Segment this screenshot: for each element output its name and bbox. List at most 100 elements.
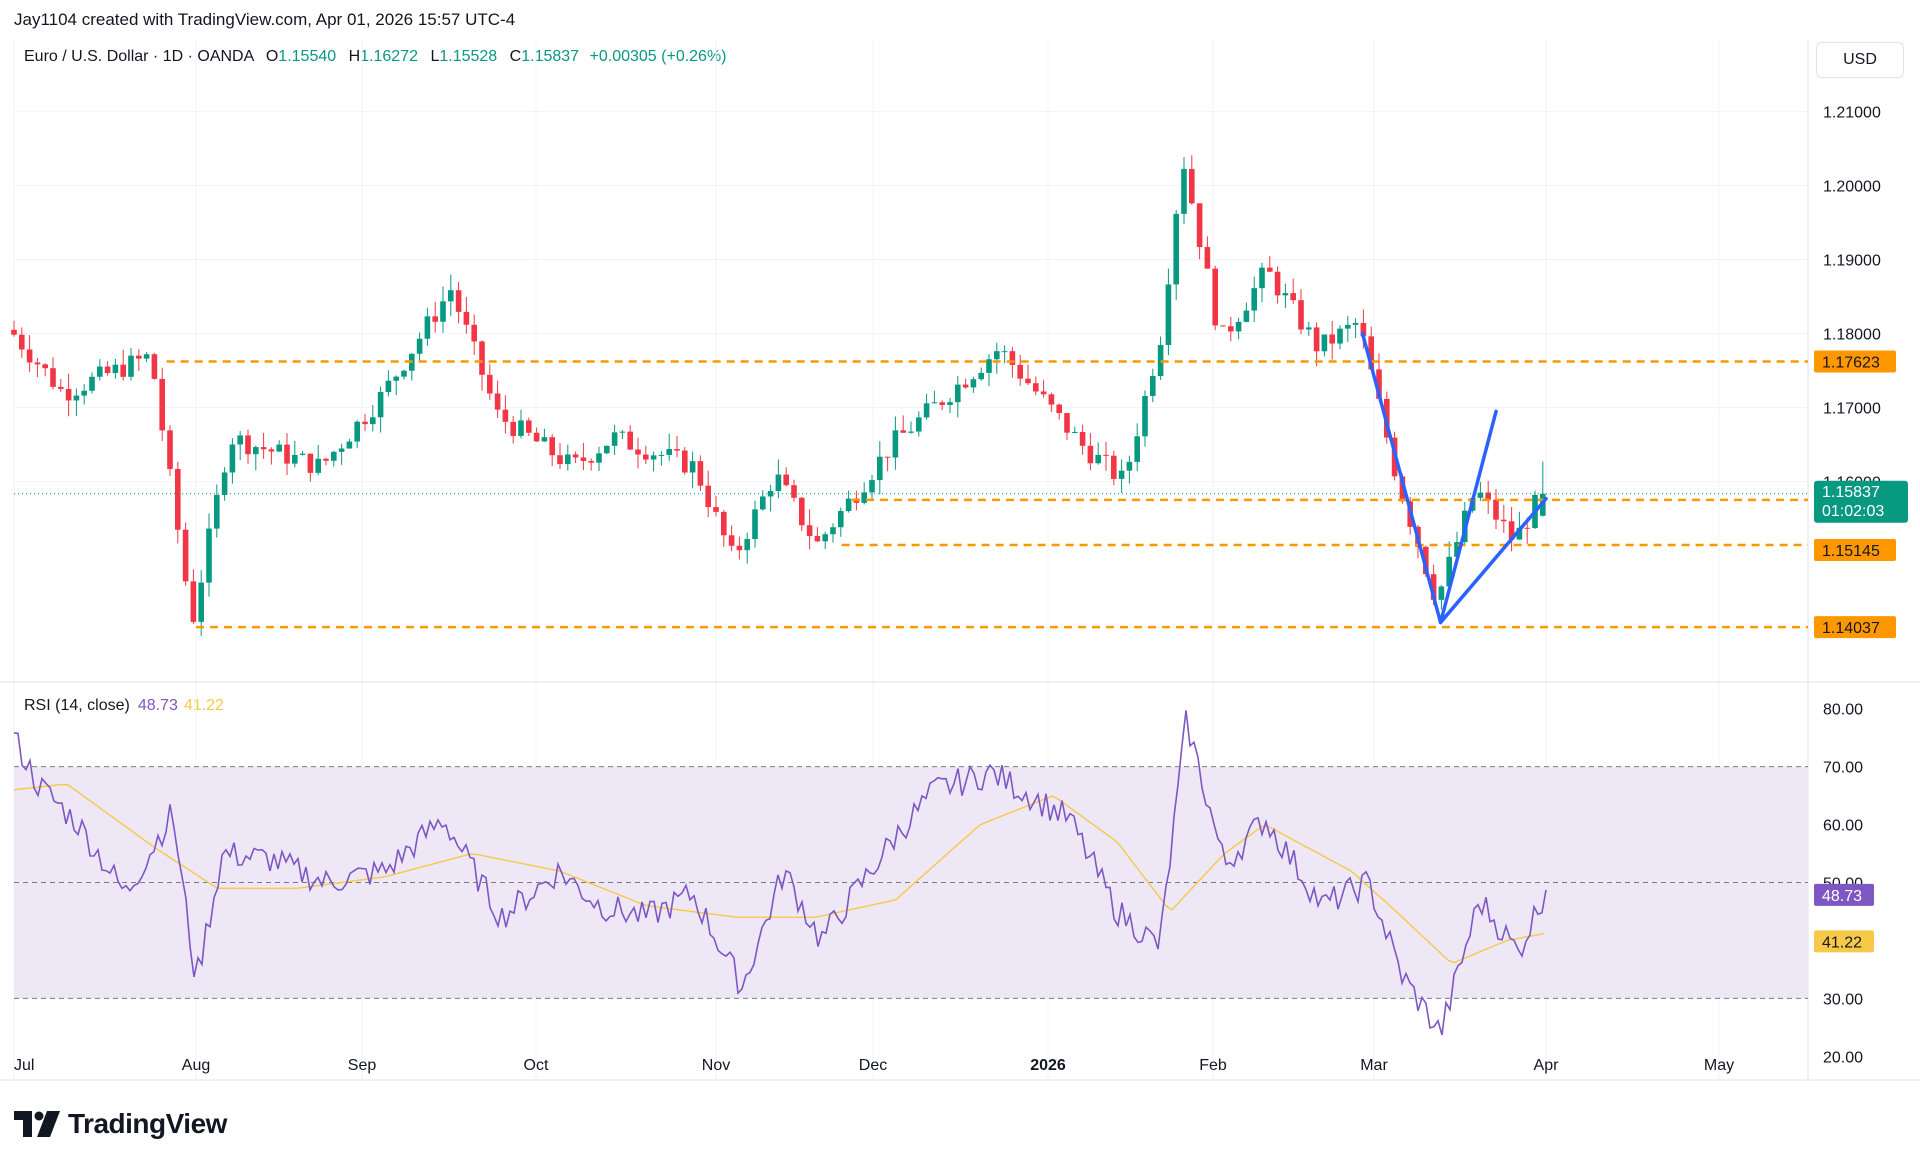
candle-body [775,474,782,492]
candle-body [81,390,87,396]
candle-body [299,453,306,455]
candle [292,440,298,468]
candle-body [1064,413,1070,433]
candle [947,397,953,414]
candle [1126,455,1133,484]
candle-body [643,454,649,460]
candle-body [42,364,48,369]
candle [463,296,470,334]
candle-body [1430,574,1437,600]
candle [440,286,446,333]
candle-body [58,386,64,389]
high-value: 1.16272 [360,48,418,65]
candle [1243,302,1250,323]
currency-button[interactable]: USD [1816,42,1904,78]
rsi-ma-line [13,783,1545,964]
candle [276,440,282,452]
candle-body [1251,288,1257,311]
price-level-label-text: 1.15145 [1822,543,1880,560]
candle [1033,376,1039,396]
candle [1290,278,1296,304]
candle [11,320,17,337]
candle [806,509,813,550]
candle-body [1321,334,1328,352]
time-axis-label-1: Aug [182,1057,210,1074]
candle-body [892,430,899,458]
candle [1259,262,1265,303]
candle [1150,368,1156,403]
candle-body [994,351,1000,360]
candle [970,376,977,393]
rsi-legend: RSI (14, close) 48.73 41.22 [24,697,224,715]
candle [58,378,64,392]
candle-body [1072,432,1078,434]
candle-body [1111,455,1117,479]
candle [1025,364,1031,385]
candle-body [401,370,407,377]
candle-body [721,511,727,536]
candle-body [713,507,719,512]
candle-body [120,364,126,377]
candle-body [596,453,602,463]
candle-body [1243,310,1250,322]
price-axis-label-0: 1.21000 [1823,104,1881,121]
candle-body [931,402,938,404]
rsi-axis-label-6: 20.00 [1823,1049,1863,1066]
candle-body [650,455,657,460]
candle [767,484,774,512]
rsi-indicator-name[interactable]: RSI (14, close) [24,697,130,714]
candle [799,496,805,531]
candle-body [416,338,423,354]
candle [1064,413,1070,441]
candle [81,383,87,405]
candle-body [1337,328,1343,344]
candle [744,532,750,564]
candle-body [1493,499,1499,520]
candle-body [307,453,314,473]
candle-body [962,384,969,388]
time-axis-label-8: Mar [1360,1057,1388,1074]
candle [635,437,641,469]
candle-body [268,449,275,452]
candle [549,434,555,466]
candle [455,282,462,324]
candle [385,370,392,397]
candle [1282,283,1289,308]
candle [409,353,415,381]
candle-body [448,290,454,302]
close-label: C [509,48,522,65]
candle-body [861,492,867,503]
candle-body [206,528,212,583]
candle-body [900,430,906,433]
candle [619,429,626,439]
candle-body [830,527,836,535]
candle [1298,289,1304,335]
candle-body [572,454,579,458]
candle-body [73,395,80,401]
candle [1017,354,1023,386]
candle-body [136,355,142,359]
candle [682,447,688,475]
candle [1329,320,1335,360]
candle [1501,504,1507,534]
candle-body [198,582,204,622]
time-axis-label-2: Sep [348,1057,377,1074]
tradingview-logo-icon [14,1111,60,1137]
candle-body [1274,271,1281,296]
price-level-label-text: 1.14037 [1822,620,1880,637]
candle-body [362,421,368,425]
candle-body [916,417,922,432]
time-axis-label-9: Apr [1534,1057,1560,1074]
candle-body [1329,334,1335,344]
candle-body [510,421,516,436]
candle-body [1368,336,1374,370]
candle-body [1079,432,1086,446]
candle [728,525,735,552]
rsi-axis-label-2: 60.00 [1823,818,1863,835]
candle [1001,345,1008,364]
candle [510,415,516,444]
candle [736,536,743,560]
candle-body [1048,394,1055,405]
candle-body [1290,293,1296,301]
